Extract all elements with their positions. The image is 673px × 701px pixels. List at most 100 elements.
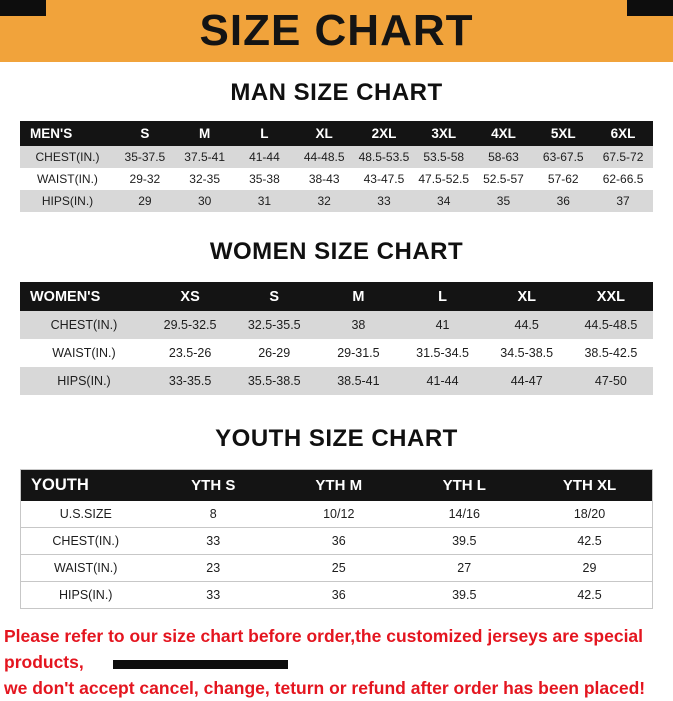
row-label: U.S.SIZE (20, 500, 151, 528)
section-heading-youth: YOUTH SIZE CHART (215, 425, 458, 452)
table-header-cell: 3XL (413, 121, 474, 146)
table-cell: 35-38 (249, 172, 280, 186)
table-header-row: MEN'S S M L XL 2XL 3XL 4XL 5XL 6XL (20, 121, 653, 146)
table-header-row: WOMEN'S XS S M L XL XXL (20, 282, 653, 311)
table-cell: 14/16 (401, 500, 527, 528)
page-title: SIZE CHART (199, 6, 474, 55)
table-header-cell: S (115, 121, 175, 146)
table-header-cell: M (174, 121, 235, 146)
section-heading-women: WOMEN SIZE CHART (209, 238, 464, 265)
table-cell: 44-48.5 (303, 150, 345, 164)
table-cell: 23 (150, 554, 276, 582)
table-cell: 41-44 (426, 374, 459, 388)
table-cell: 36 (276, 527, 402, 555)
table-cell: 26-29 (258, 346, 291, 360)
table-cell: 35-37.5 (124, 150, 166, 164)
table-cell: 38 (351, 318, 366, 332)
row-label: WAIST(IN.) (52, 346, 116, 360)
table-cell: 35 (496, 194, 511, 208)
table-cell: 33-35.5 (168, 374, 212, 388)
table-header-label: YOUTH (20, 469, 151, 501)
table-cell: 36 (556, 194, 570, 208)
table-cell: 33 (377, 194, 391, 208)
table-cell: 37 (616, 194, 630, 208)
women-size-table: WOMEN'S XS S M L XL XXL CHEST(IN.) 29.5-32.5 32.5… (20, 282, 653, 395)
table-cell: 35.5-38.5 (247, 374, 301, 388)
title-banner: SIZE CHART (0, 0, 673, 62)
row-label: HIPS(IN.) (41, 194, 94, 208)
table-cell: 8 (150, 500, 276, 528)
table-header-row: YOUTH YTH S YTH M YTH L YTH XL (20, 469, 653, 501)
table-row: CHEST(IN.) 33 36 39.5 42.5 (20, 527, 653, 555)
table-header-cell: 2XL (354, 121, 414, 146)
table-cell: 42.5 (527, 527, 653, 555)
row-label: HIPS(IN.) (20, 581, 151, 609)
footer-disclaimer: Please refer to our size chart before or… (4, 623, 673, 701)
youth-size-table: YOUTH YTH S YTH M YTH L YTH XL U.S.SIZE 8 10/12… (20, 469, 653, 609)
table-cell: 47-50 (594, 374, 627, 388)
table-cell: 31.5-34.5 (416, 346, 469, 360)
corner-decoration-right (627, 0, 673, 16)
table-cell: 52.5-57 (483, 172, 524, 186)
table-header-cell: XL (484, 282, 569, 311)
table-header-cell: YTH XL (527, 469, 653, 501)
table-cell: 29 (527, 554, 653, 582)
section-heading-man: MAN SIZE CHART (230, 79, 443, 106)
table-cell: 44-47 (510, 374, 543, 388)
row-label: CHEST(IN.) (35, 150, 100, 164)
table-cell: 39.5 (401, 581, 527, 609)
row-label: CHEST(IN.) (20, 527, 151, 555)
table-cell: 47.5-52.5 (418, 172, 470, 186)
man-size-table: MEN'S S M L XL 2XL 3XL 4XL 5XL 6XL CHEST(IN.) 35-37… (20, 121, 653, 212)
man-size-table-wrap: MEN'S S M L XL 2XL 3XL 4XL 5XL 6XL CHEST(IN.) 35-37… (0, 121, 673, 212)
table-cell: 62-66.5 (602, 172, 644, 186)
table-cell: 44.5-48.5 (584, 318, 638, 332)
table-cell: 18/20 (527, 500, 653, 528)
table-row: HIPS(IN.) 29 30 31 32 33 34 35 36 37 (20, 190, 653, 212)
table-cell: 32.5-35.5 (247, 318, 301, 332)
table-cell: 25 (276, 554, 402, 582)
table-header-cell: YTH S (150, 469, 276, 501)
table-cell: 29-32 (129, 172, 161, 186)
table-header-label: WOMEN'S (20, 282, 148, 311)
table-cell: 38.5-41 (337, 374, 380, 388)
footer-disclaimer-line2: we don't accept cancel, change, teturn o… (4, 678, 646, 698)
table-header-cell: XXL (568, 282, 653, 311)
table-cell: 10/12 (276, 500, 402, 528)
table-row: WAIST(IN.) 23.5-26 26-29 29-31.5 31.5-34.5 34… (20, 339, 653, 367)
table-cell: 29.5-32.5 (163, 318, 217, 332)
table-header-cell: XS (148, 282, 233, 311)
table-cell: 31 (257, 194, 272, 208)
table-cell: 48.5-53.5 (358, 150, 410, 164)
table-row: CHEST(IN.) 35-37.5 37.5-41 41-44 44-48.5 48.5… (20, 146, 653, 168)
row-label: CHEST(IN.) (50, 318, 118, 332)
table-row: HIPS(IN.) 33 36 39.5 42.5 (20, 581, 653, 609)
table-cell: 58-63 (488, 150, 519, 164)
table-cell: 63-67.5 (542, 150, 584, 164)
table-row: HIPS(IN.) 33-35.5 35.5-38.5 38.5-41 41-44 44-… (20, 367, 653, 395)
table-row: WAIST(IN.) 29-32 32-35 35-38 38-43 43-47.5 47.… (20, 168, 653, 190)
table-header-cell: M (316, 282, 401, 311)
table-cell: 30 (197, 194, 212, 208)
row-label: WAIST(IN.) (37, 172, 98, 186)
table-cell: 38-43 (308, 172, 340, 186)
table-header-cell: L (234, 121, 295, 146)
table-cell: 34 (437, 194, 451, 208)
table-cell: 38.5-42.5 (584, 346, 638, 360)
table-cell: 42.5 (527, 581, 653, 609)
table-cell: 57-62 (547, 172, 579, 186)
table-cell: 32-35 (189, 172, 220, 186)
table-cell: 43-47.5 (363, 172, 405, 186)
bottom-bar-decoration (113, 660, 288, 669)
table-cell: 37.5-41 (184, 150, 225, 164)
women-size-table-wrap: WOMEN'S XS S M L XL XXL CHEST(IN.) 29.5-32.5 32.5… (0, 282, 673, 395)
table-cell: 32 (317, 194, 331, 208)
table-header-cell: 4XL (473, 121, 534, 146)
table-cell: 44.5 (514, 318, 539, 332)
corner-decoration-left (0, 0, 46, 16)
table-cell: 29-31.5 (337, 346, 380, 360)
table-header-cell: 5XL (533, 121, 594, 146)
table-row: WAIST(IN.) 23 25 27 29 (20, 554, 653, 582)
row-label: HIPS(IN.) (57, 374, 111, 388)
table-cell: 23.5-26 (168, 346, 212, 360)
